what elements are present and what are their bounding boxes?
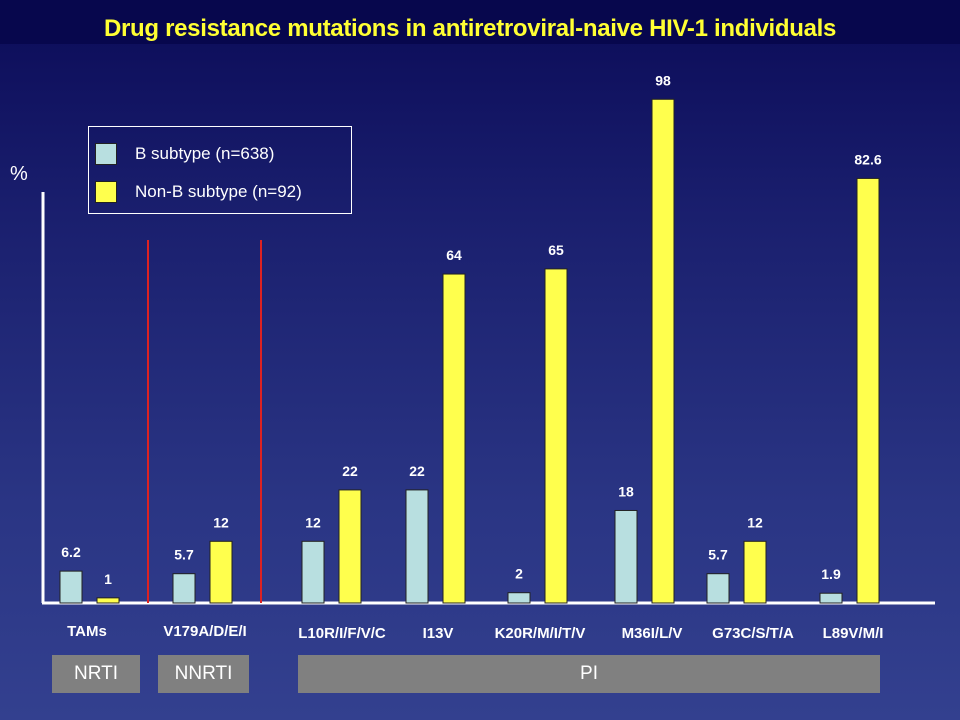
data-label-b-subtype-7: 1.9	[821, 566, 841, 582]
bar-b-subtype-0	[59, 570, 83, 604]
bar-b-subtype-6	[706, 573, 730, 604]
legend: B subtype (n=638) Non-B subtype (n=92)	[88, 126, 352, 214]
data-label-b-subtype-4: 2	[515, 566, 523, 582]
bar-non-b-subtype-1	[209, 540, 233, 604]
category-label-l10: L10R/I/F/V/C	[298, 625, 386, 642]
bar-b-subtype-1	[172, 573, 196, 604]
data-label-non-b-subtype-4: 65	[548, 242, 564, 258]
category-label-v179: V179A/D/E/I	[163, 623, 247, 640]
legend-label-b-subtype: B subtype (n=638)	[135, 144, 275, 163]
category-label-g73: G73C/S/T/A	[712, 625, 794, 642]
y-axis-label: %	[10, 163, 28, 185]
category-label-i13v: I13V	[422, 625, 454, 642]
drug-class-nrti: NRTI	[52, 655, 140, 693]
data-label-non-b-subtype-1: 12	[213, 514, 229, 530]
drug-class-nnrti: NNRTI	[158, 655, 249, 693]
data-label-non-b-subtype-5: 98	[655, 72, 671, 88]
data-label-non-b-subtype-7: 82.6	[854, 151, 881, 167]
bar-non-b-subtype-2	[338, 489, 362, 604]
category-label-k20: K20R/M/I/T/V	[494, 625, 586, 642]
bar-non-b-subtype-4	[544, 268, 568, 604]
bar-non-b-subtype-0	[96, 597, 120, 604]
bar-non-b-subtype-7	[856, 177, 880, 604]
data-label-non-b-subtype-0: 1	[104, 571, 112, 587]
category-label-m36: M36I/L/V	[621, 625, 683, 642]
data-label-b-subtype-1: 5.7	[174, 547, 194, 563]
bar-b-subtype-4	[507, 592, 531, 604]
chart-title: Drug resistance mutations in antiretrovi…	[103, 15, 837, 42]
data-label-b-subtype-3: 22	[409, 463, 425, 479]
bar-b-subtype-7	[819, 592, 843, 604]
title-band	[0, 0, 960, 44]
data-label-non-b-subtype-3: 64	[446, 247, 462, 263]
legend-swatch-b-subtype	[95, 143, 117, 165]
category-label-l89: L89V/M/I	[822, 625, 884, 642]
bar-non-b-subtype-5	[651, 98, 675, 604]
legend-swatch-non-b-subtype	[95, 181, 117, 203]
data-label-b-subtype-2: 12	[305, 514, 321, 530]
data-label-non-b-subtype-6: 12	[747, 514, 763, 530]
bar-b-subtype-2	[301, 540, 325, 604]
drug-class-pi: PI	[298, 655, 880, 693]
data-label-non-b-subtype-2: 22	[342, 463, 358, 479]
data-label-b-subtype-5: 18	[618, 483, 634, 499]
data-label-b-subtype-6: 5.7	[708, 547, 728, 563]
bar-non-b-subtype-6	[743, 540, 767, 604]
bar-b-subtype-5	[614, 509, 638, 604]
bar-b-subtype-3	[405, 489, 429, 604]
data-label-b-subtype-0: 6.2	[61, 544, 81, 560]
category-label-tams: TAMs	[67, 623, 107, 640]
legend-label-non-b-subtype: Non-B subtype (n=92)	[135, 182, 302, 201]
bar-non-b-subtype-3	[442, 273, 466, 604]
